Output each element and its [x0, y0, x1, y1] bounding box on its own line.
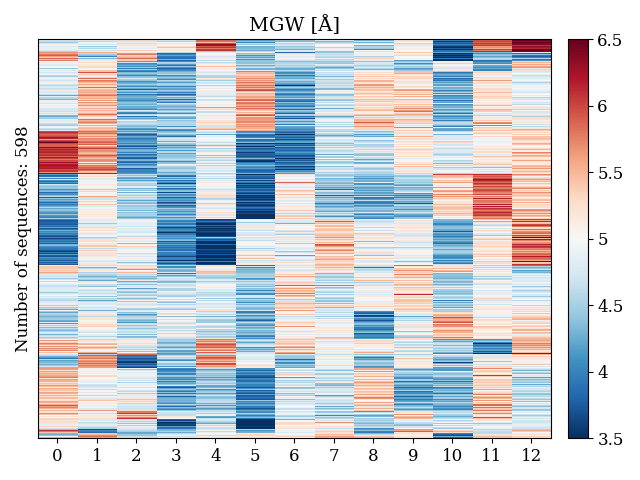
Title: MGW [Å]: MGW [Å] [249, 15, 340, 35]
Y-axis label: Number of sequences: 598: Number of sequences: 598 [15, 125, 32, 352]
